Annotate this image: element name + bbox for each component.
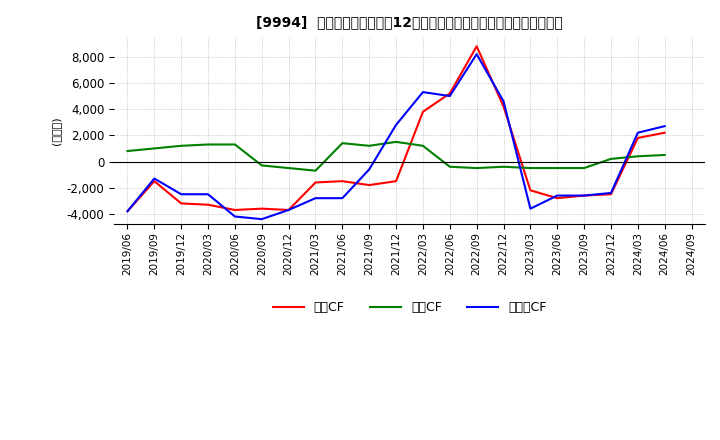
投資CF <box>580 165 588 171</box>
フリーCF <box>338 195 346 201</box>
フリーCF <box>258 216 266 222</box>
投資CF <box>258 163 266 168</box>
投資CF <box>634 154 642 159</box>
投資CF <box>607 156 616 161</box>
フリーCF <box>446 93 454 99</box>
投資CF <box>338 140 346 146</box>
投資CF <box>499 164 508 169</box>
Legend: 営業CF, 投資CF, フリーCF: 営業CF, 投資CF, フリーCF <box>268 296 552 319</box>
フリーCF <box>365 167 374 172</box>
投資CF <box>311 168 320 173</box>
フリーCF <box>580 193 588 198</box>
営業CF <box>284 207 293 213</box>
営業CF <box>660 130 669 136</box>
Y-axis label: (百万円): (百万円) <box>51 117 61 145</box>
Line: 営業CF: 営業CF <box>127 46 665 211</box>
投資CF <box>365 143 374 148</box>
営業CF <box>338 179 346 184</box>
投資CF <box>123 148 132 154</box>
投資CF <box>204 142 212 147</box>
フリーCF <box>418 89 427 95</box>
フリーCF <box>634 130 642 136</box>
フリーCF <box>204 191 212 197</box>
営業CF <box>311 180 320 185</box>
投資CF <box>284 165 293 171</box>
投資CF <box>392 139 400 144</box>
フリーCF <box>392 122 400 128</box>
フリーCF <box>472 51 481 57</box>
営業CF <box>150 179 158 184</box>
投資CF <box>472 165 481 171</box>
投資CF <box>526 165 535 171</box>
投資CF <box>446 164 454 169</box>
営業CF <box>258 206 266 211</box>
投資CF <box>418 143 427 148</box>
営業CF <box>365 183 374 188</box>
営業CF <box>418 109 427 114</box>
フリーCF <box>177 191 186 197</box>
投資CF <box>177 143 186 148</box>
営業CF <box>607 191 616 197</box>
投資CF <box>553 165 562 171</box>
営業CF <box>204 202 212 207</box>
フリーCF <box>311 195 320 201</box>
投資CF <box>230 142 239 147</box>
Line: 投資CF: 投資CF <box>127 142 665 171</box>
フリーCF <box>553 193 562 198</box>
営業CF <box>499 104 508 109</box>
営業CF <box>123 209 132 214</box>
営業CF <box>553 195 562 201</box>
投資CF <box>660 152 669 158</box>
フリーCF <box>150 176 158 181</box>
投資CF <box>150 146 158 151</box>
営業CF <box>472 44 481 49</box>
フリーCF <box>123 209 132 214</box>
営業CF <box>230 207 239 213</box>
営業CF <box>526 188 535 193</box>
Line: フリーCF: フリーCF <box>127 54 665 219</box>
営業CF <box>392 179 400 184</box>
営業CF <box>177 201 186 206</box>
フリーCF <box>284 207 293 213</box>
営業CF <box>634 136 642 141</box>
営業CF <box>446 91 454 96</box>
フリーCF <box>660 124 669 129</box>
フリーCF <box>499 99 508 104</box>
フリーCF <box>230 214 239 219</box>
フリーCF <box>607 191 616 196</box>
フリーCF <box>526 206 535 211</box>
営業CF <box>580 193 588 198</box>
Title: [9994]  キャッシュフローの12か月移動合計の対前年同期増減額の推移: [9994] キャッシュフローの12か月移動合計の対前年同期増減額の推移 <box>256 15 563 29</box>
